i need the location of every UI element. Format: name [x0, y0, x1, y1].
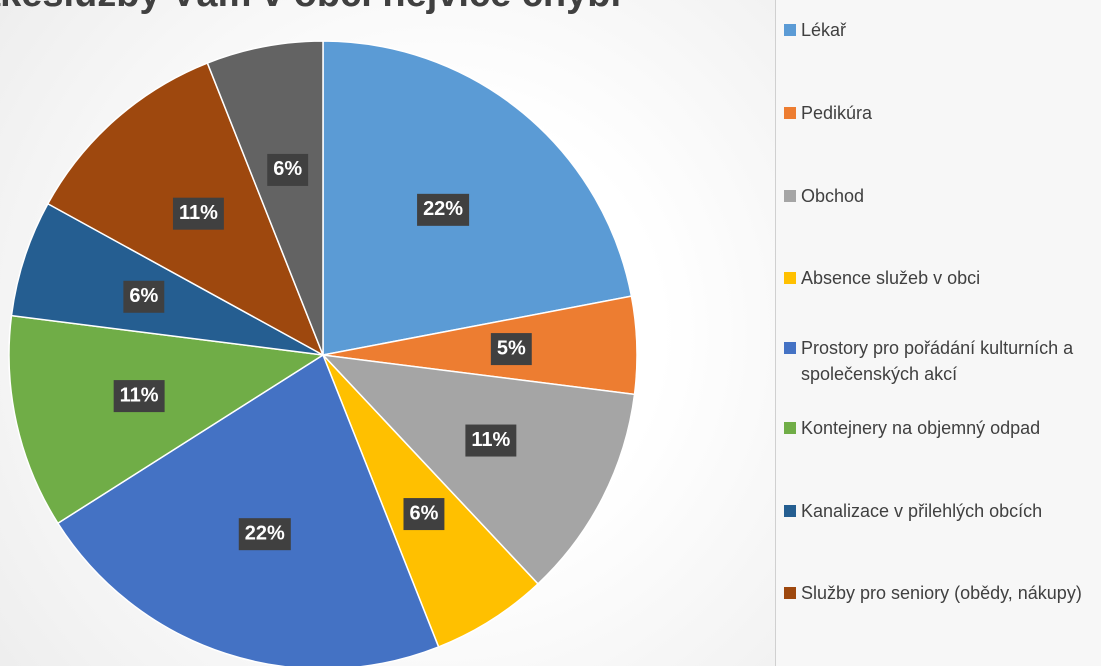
legend-label: Lékař [801, 20, 847, 40]
legend-label: Kanalizace v přilehlých obcích [801, 501, 1043, 521]
data-label: 6% [267, 153, 309, 186]
legend-entry: Absence služeb v obci [784, 265, 1099, 291]
pie-slice [321, 353, 636, 585]
data-label-text: 22% [245, 522, 285, 544]
data-label-text: 6% [129, 285, 158, 307]
legend-label: Pedikúra [801, 103, 873, 123]
data-label-box [417, 193, 470, 226]
legend-swatch [784, 505, 796, 517]
data-label: 6% [123, 280, 165, 313]
legend-entry: Prostory pro pořádání kulturních a spole… [784, 335, 1099, 387]
data-label-text: 22% [423, 198, 463, 220]
legend-entry: Obchod [784, 183, 1099, 209]
data-label: 6% [403, 498, 445, 531]
legend-swatch [784, 342, 796, 354]
chart-title: akéslužby Vám v obci nejvíce chybí [0, 0, 622, 15]
legend-swatch [784, 190, 796, 202]
legend-label: Kontejnery na objemný odpad [801, 418, 1041, 438]
data-label-box [267, 153, 309, 186]
data-label: 11% [172, 197, 224, 230]
data-label-text: 11% [179, 202, 218, 224]
legend-entry: Pedikúra [784, 100, 1099, 126]
data-label-text: 6% [273, 158, 302, 180]
pie-slice [322, 40, 633, 356]
data-label: 11% [465, 424, 517, 457]
data-label-box [113, 380, 165, 413]
legend-label: Obchod [801, 186, 865, 206]
legend-swatch [784, 272, 796, 284]
data-label-text: 11% [471, 429, 510, 451]
pie-slice [56, 353, 440, 666]
legend-swatch [784, 587, 796, 599]
legend-swatch [784, 107, 796, 119]
legend-label: Prostory pro pořádání kulturních a spole… [801, 338, 1074, 384]
data-label-box [490, 333, 532, 366]
data-label: 22% [238, 518, 291, 551]
legend-swatch [784, 422, 796, 434]
legend-entry: Kanalizace v přilehlých obcích [784, 498, 1099, 524]
pie-area: akéslužby Vám v obci nejvíce chybí 22% 5%… [0, 0, 638, 666]
data-label: 5% [490, 333, 532, 366]
data-label-box [238, 518, 291, 551]
data-label-box [403, 498, 445, 531]
pie-slice [8, 314, 326, 525]
data-label: 22% [417, 193, 470, 226]
legend-label: Absence služeb v obci [801, 268, 981, 288]
legend-entry: Služby pro seniory (obědy, nákupy) [784, 580, 1099, 606]
legend: Lékař Pedikúra Obchod Absence služeb v obci… [775, 0, 1101, 666]
data-label-box [172, 197, 224, 230]
legend-swatch [784, 24, 796, 36]
legend-label: Služby pro seniory (obědy, nákupy) [801, 583, 1082, 603]
legend-entry: Kontejnery na objemný odpad [784, 415, 1099, 441]
data-label-text: 5% [497, 337, 526, 359]
data-label-text: 11% [120, 384, 159, 406]
data-label-box [465, 424, 517, 457]
data-label-text: 6% [409, 502, 438, 524]
pie-slice [10, 202, 324, 356]
data-label-box [123, 280, 165, 313]
legend-entry: Lékař [784, 17, 1099, 43]
pie-slice [206, 40, 324, 356]
data-label: 11% [113, 380, 165, 413]
